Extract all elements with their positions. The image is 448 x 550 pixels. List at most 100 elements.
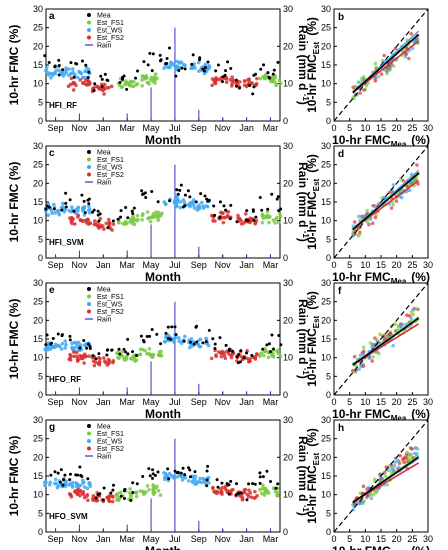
estimate-point: [69, 354, 73, 358]
measured-point: [229, 479, 233, 483]
estimate-point: [42, 480, 47, 484]
measured-point: [165, 56, 169, 60]
model-name: HFO_SVM: [49, 512, 88, 521]
estimate-point: [258, 76, 263, 81]
measured-point: [151, 52, 155, 56]
estimate-point: [228, 77, 232, 82]
estimate-point: [211, 486, 215, 491]
measured-point: [151, 472, 155, 476]
estimate-point: [196, 60, 201, 65]
measured-point: [61, 478, 65, 482]
estimate-point: [53, 477, 58, 482]
measured-point: [207, 328, 211, 332]
y2-label-main: Rain (mm d: [296, 436, 310, 505]
scatter-point: [373, 215, 378, 220]
estimate-point: [155, 76, 159, 81]
measured-point: [142, 340, 146, 344]
measured-point: [155, 332, 159, 336]
x-axis-label: 10-hr FMCMea (%): [332, 133, 430, 149]
y-axis-label: 10-hr FMCEst (%): [305, 428, 321, 524]
legend-label: Est_WS: [97, 28, 123, 35]
y2-axis-label: Rain (mm d -1): [296, 299, 310, 379]
scatter-point: [358, 353, 363, 358]
scatter-point: [391, 202, 396, 207]
estimate-point: [279, 81, 283, 86]
y-tick-label: 25: [321, 23, 331, 33]
x-tick-label: 25: [407, 123, 417, 133]
measured-point: [252, 85, 256, 89]
estimate-point: [173, 335, 178, 340]
measured-point: [131, 481, 135, 485]
measured-point: [90, 210, 94, 214]
x-tick-label: Jan: [96, 397, 111, 407]
estimate-point: [75, 354, 79, 359]
measured-point: [213, 213, 217, 217]
measured-point: [121, 76, 125, 80]
y-tick-label: 10: [33, 216, 43, 226]
measured-point: [80, 193, 84, 197]
x-tick-label: Sep: [191, 397, 207, 407]
estimate-point: [76, 205, 81, 210]
measured-point: [141, 474, 145, 478]
estimate-point: [229, 353, 233, 358]
measured-point: [87, 197, 91, 201]
y2-tick-label: 30: [283, 278, 293, 288]
scatter-point: [409, 31, 414, 36]
scatter-point: [387, 67, 392, 71]
estimate-point: [132, 79, 136, 84]
measured-point: [97, 219, 101, 223]
scatter-point: [379, 72, 384, 76]
y2-tick-label: 30: [283, 415, 293, 425]
x-tick-label: 5: [347, 260, 352, 270]
estimate-point: [237, 80, 242, 84]
measured-point: [78, 465, 82, 469]
y2-tick-label: 0: [283, 390, 288, 400]
measured-point: [64, 205, 68, 209]
measured-point: [279, 343, 283, 347]
measured-point: [118, 80, 122, 84]
y-tick-label: 20: [321, 315, 331, 325]
measured-point: [135, 354, 139, 358]
measured-point: [235, 220, 239, 224]
y2-axis-label: Rain (mm d -1): [296, 162, 310, 242]
measured-point: [223, 73, 227, 77]
x-tick-label: Jan: [96, 534, 111, 544]
y-label-end: (%): [305, 154, 319, 173]
measured-point: [53, 470, 57, 474]
measured-point: [231, 349, 235, 353]
y-tick-label: 10: [33, 490, 43, 500]
y-tick-label: 30: [321, 4, 331, 14]
estimate-point: [193, 474, 198, 479]
estimate-point: [145, 351, 149, 356]
measured-point: [126, 352, 130, 356]
estimate-point: [51, 345, 56, 349]
scatter-point: [405, 450, 409, 455]
measured-point: [206, 199, 210, 203]
estimate-point: [57, 69, 62, 73]
scatter-point: [370, 359, 374, 363]
measured-point: [173, 325, 177, 329]
estimate-point: [110, 494, 115, 499]
estimate-point: [56, 209, 61, 213]
measured-point: [45, 333, 49, 337]
estimate-point: [83, 355, 88, 359]
y2-tick-label: 30: [283, 141, 293, 151]
measured-point: [267, 342, 271, 346]
estimate-point: [156, 488, 161, 493]
measured-point: [251, 208, 255, 212]
x-tick-label: 30: [423, 534, 433, 544]
estimate-point: [46, 213, 51, 217]
estimate-point: [179, 60, 184, 65]
estimate-point: [73, 222, 77, 226]
estimate-point: [129, 493, 133, 497]
estimate-point: [75, 357, 80, 362]
scatter-point: [391, 183, 396, 187]
scatter-point: [370, 221, 375, 226]
fit-line: [352, 40, 420, 94]
x-label-main: 10-hr FMC: [332, 407, 391, 421]
y2-label-sup: -1: [301, 368, 310, 376]
measured-point: [248, 83, 252, 87]
